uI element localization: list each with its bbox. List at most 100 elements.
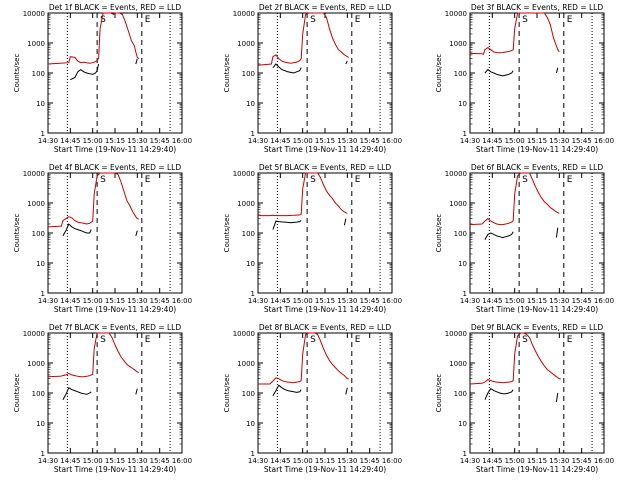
series-lld [469,12,560,55]
y-tick-label: 100 [454,70,467,78]
series-events [62,223,138,237]
y-tick-label: 1 [41,450,45,458]
x-tick-label: 14:45 [482,297,502,305]
x-tick-label: 15:45 [360,457,380,465]
series-lld [47,12,140,65]
y-tick-label: 10000 [445,170,467,178]
marker-glyph-e: E [355,335,361,345]
y-tick-label: 100 [32,390,45,398]
marker-glyph-s: S [100,335,106,345]
x-tick-label: 15:45 [360,297,380,305]
y-tick-label: 1 [251,450,255,458]
x-axis-label: Start Time (19-Nov-11 14:29:40) [264,465,386,474]
x-tick-label: 15:30 [549,457,569,465]
y-tick-label: 10 [458,420,467,428]
x-tick-label: 14:30 [460,457,480,465]
x-tick-label: 15:30 [337,137,357,145]
y-tick-label: 1 [251,130,255,138]
x-tick-label: 15:45 [150,457,170,465]
x-tick-label: 15:00 [505,137,525,145]
panel-title: Det 2f BLACK = Events, RED = LLD [259,3,392,12]
x-tick-label: 14:45 [482,457,502,465]
series-events [272,218,347,230]
y-tick-label: 100 [32,230,45,238]
panel-title: Det 5f BLACK = Events, RED = LLD [259,163,392,172]
y-tick-label: 10000 [23,170,45,178]
y-tick-label: 10 [36,420,45,428]
x-tick-label: 15:30 [549,137,569,145]
marker-glyph-s: S [522,15,528,25]
y-tick-label: 100 [454,230,467,238]
x-tick-label: 16:00 [594,137,614,145]
plot-frame [469,12,605,134]
x-tick-label: 14:30 [248,137,268,145]
y-tick-label: 10 [246,420,255,428]
series-events [484,227,559,240]
x-axis-label: Start Time (19-Nov-11 14:29:40) [264,145,386,154]
plot-frame [47,172,183,294]
plot-frame [47,12,183,134]
marker-glyph-s: S [310,175,316,185]
x-tick-label: 14:30 [460,297,480,305]
y-tick-label: 10 [458,260,467,268]
series-events [70,58,138,81]
y-axis-label: Counts/sec [223,54,231,93]
x-tick-label: 15:00 [505,457,525,465]
series-events [62,386,138,400]
x-tick-label: 15:30 [127,137,147,145]
y-axis-label: Counts/sec [13,374,21,413]
y-tick-label: 1000 [27,40,45,48]
y-tick-label: 1 [463,450,467,458]
x-axis-label: Start Time (19-Nov-11 14:29:40) [54,305,176,314]
x-tick-label: 16:00 [382,297,402,305]
y-tick-label: 10000 [233,10,255,18]
x-tick-label: 14:45 [270,457,290,465]
x-axis-label: Start Time (19-Nov-11 14:29:40) [264,305,386,314]
x-axis-label: Start Time (19-Nov-11 14:29:40) [54,145,176,154]
y-axis-label: Counts/sec [435,214,443,253]
x-tick-label: 14:45 [270,137,290,145]
y-tick-label: 10000 [445,330,467,338]
y-tick-label: 1000 [449,360,467,368]
marker-glyph-s: S [100,175,106,185]
x-tick-label: 15:30 [549,297,569,305]
series-lld [257,12,350,66]
marker-glyph-s: S [310,15,316,25]
x-tick-label: 14:45 [60,457,80,465]
x-tick-label: 14:30 [460,137,480,145]
plot-frame [469,332,605,454]
y-axis-label: Counts/sec [223,374,231,413]
marker-glyph-e: E [145,175,151,185]
x-tick-label: 16:00 [172,137,192,145]
panel-title: Det 3f BLACK = Events, RED = LLD [471,3,604,12]
x-tick-label: 15:45 [360,137,380,145]
series-events [484,67,559,77]
y-tick-label: 10000 [233,170,255,178]
y-axis-label: Counts/sec [435,54,443,93]
panel-title: Det 8f BLACK = Events, RED = LLD [259,323,392,332]
x-tick-label: 15:00 [83,137,103,145]
y-tick-label: 100 [454,390,467,398]
x-tick-label: 16:00 [382,457,402,465]
x-tick-label: 15:00 [505,297,525,305]
x-tick-label: 15:00 [83,297,103,305]
x-tick-label: 14:45 [270,297,290,305]
x-tick-label: 16:00 [594,297,614,305]
marker-glyph-s: S [522,335,528,345]
series-lld [47,332,139,378]
marker-glyph-e: E [145,335,151,345]
x-tick-label: 15:30 [127,297,147,305]
y-tick-label: 1000 [237,360,255,368]
y-tick-label: 100 [32,70,45,78]
y-tick-label: 10000 [23,10,45,18]
panel-title: Det 4f BLACK = Events, RED = LLD [49,163,182,172]
plot-frame [257,172,393,294]
x-tick-label: 14:45 [482,137,502,145]
marker-glyph-e: E [567,335,573,345]
plot-frame [47,332,183,454]
x-tick-label: 15:30 [127,457,147,465]
